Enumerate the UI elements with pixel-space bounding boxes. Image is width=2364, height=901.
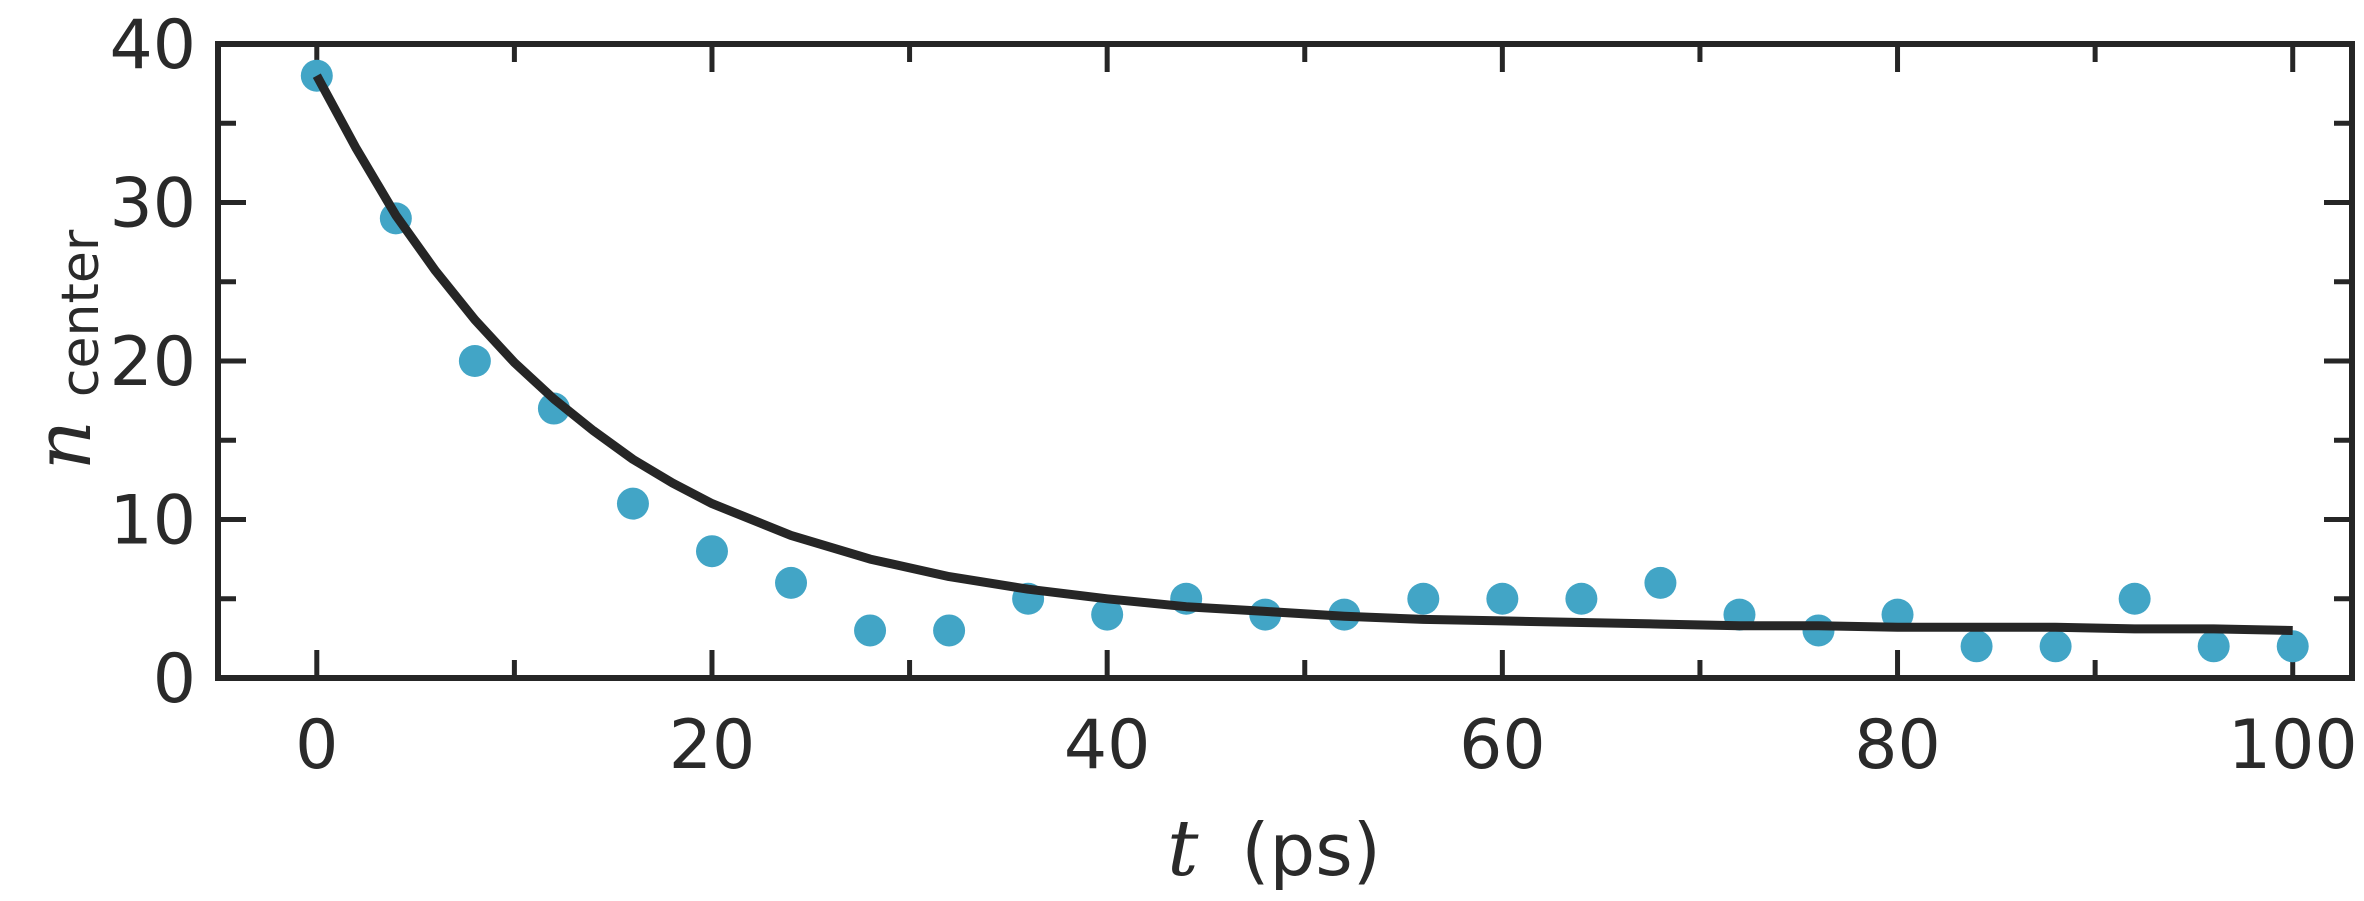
fit-line <box>312 73 2293 635</box>
data-point <box>458 345 491 377</box>
data-point <box>854 614 887 647</box>
x-tick-label: 0 <box>295 706 338 785</box>
data-point <box>2276 630 2309 663</box>
axis-ticks <box>218 41 2352 681</box>
tick-labels: 0 20 40 60 80 100 0 10 20 30 40 <box>109 6 2357 785</box>
data-point <box>775 566 808 599</box>
y-axis-title: n center <box>19 229 111 470</box>
x-tick-label: 20 <box>669 706 756 785</box>
data-point <box>1091 598 1124 631</box>
data-point <box>1802 614 1835 647</box>
y-tick-label: 30 <box>109 165 196 244</box>
data-point <box>1644 566 1677 599</box>
chart-marks <box>300 59 2309 663</box>
y-tick-label: 0 <box>153 640 196 719</box>
data-point <box>695 535 728 568</box>
data-point <box>2197 630 2230 663</box>
data-point <box>1565 582 1598 615</box>
data-point <box>2039 630 2072 663</box>
y-tick-label: 10 <box>109 482 196 561</box>
x-axis-title: t (ps) <box>1167 804 1381 894</box>
y-tick-label: 20 <box>109 323 196 402</box>
plot-frame <box>215 41 2355 681</box>
y-tick-label: 40 <box>109 6 196 85</box>
data-point <box>1486 582 1519 615</box>
y-axis-subscript: center <box>51 229 111 397</box>
x-tick-label: 80 <box>1854 706 1941 785</box>
data-point <box>933 614 966 647</box>
data-point <box>1960 630 1993 663</box>
x-axis-symbol: t <box>1167 804 1199 894</box>
data-point <box>616 487 649 520</box>
data-point <box>1407 582 1440 615</box>
y-axis-symbol: n <box>19 420 109 470</box>
data-point <box>1881 598 1914 631</box>
x-axis-unit: (ps) <box>1241 808 1380 892</box>
x-tick-label: 40 <box>1064 706 1151 785</box>
x-tick-label: 60 <box>1459 706 1546 785</box>
data-point <box>300 59 333 92</box>
x-tick-label: 100 <box>2228 706 2358 785</box>
data-point <box>2118 582 2151 615</box>
